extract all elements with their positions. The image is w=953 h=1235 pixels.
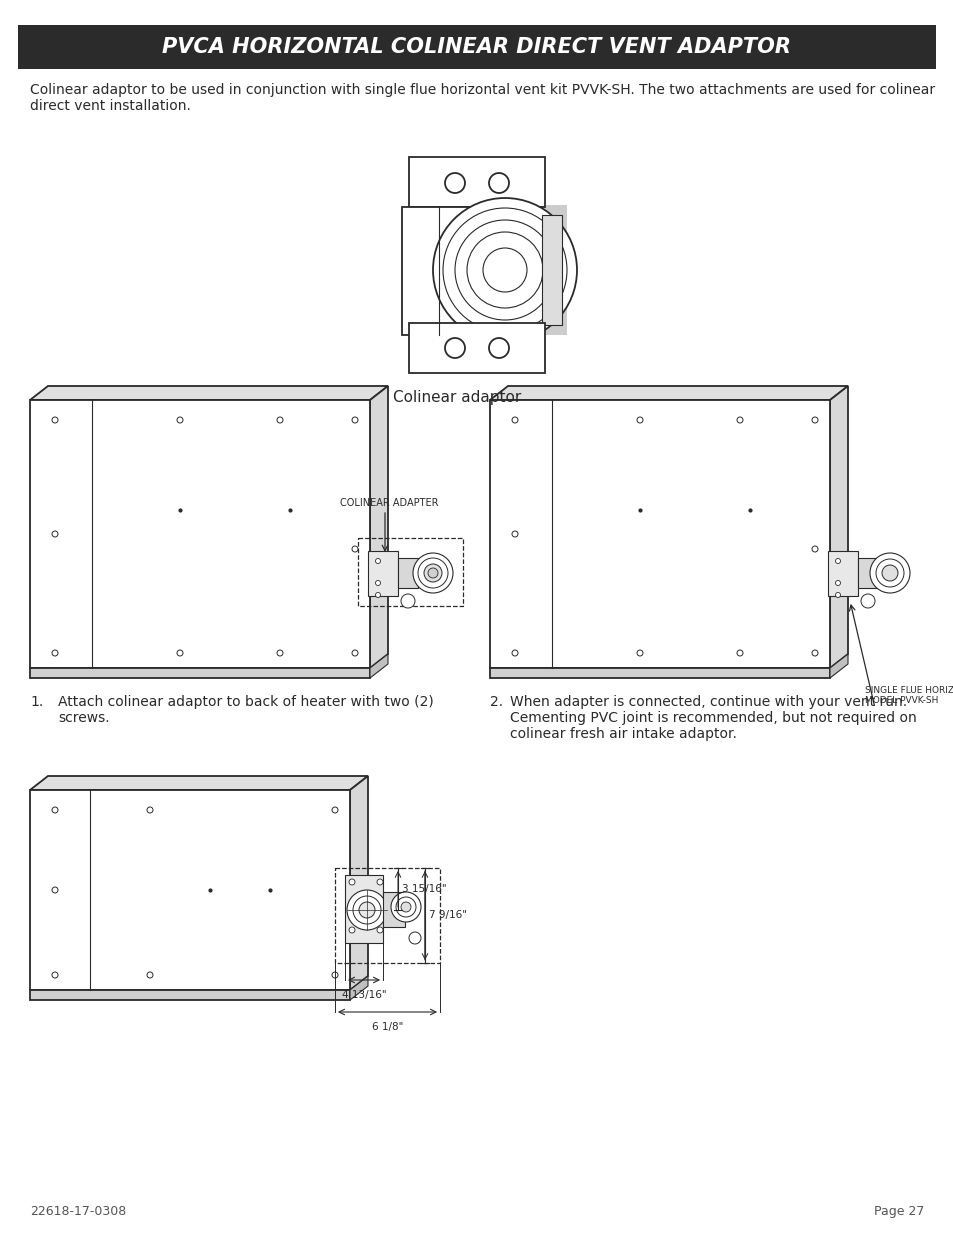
Bar (409, 324, 544, 373)
Bar (30, 668, 370, 678)
Bar (335, 868, 439, 963)
Circle shape (400, 594, 415, 608)
Text: Attach colinear adaptor to back of heater with two (2)
screws.: Attach colinear adaptor to back of heate… (58, 695, 434, 725)
Circle shape (413, 553, 453, 593)
Circle shape (811, 546, 817, 552)
Circle shape (400, 902, 411, 911)
Circle shape (512, 531, 517, 537)
Text: Colinear adaptor: Colinear adaptor (393, 390, 520, 405)
Circle shape (52, 887, 58, 893)
Polygon shape (30, 387, 388, 400)
Circle shape (52, 531, 58, 537)
Circle shape (349, 879, 355, 885)
Circle shape (637, 650, 642, 656)
Circle shape (423, 564, 441, 582)
Bar (30, 790, 350, 990)
Bar (857, 558, 877, 588)
Circle shape (391, 892, 420, 923)
Text: Colinear adaptor to be used in conjunction with single flue horizontal vent kit : Colinear adaptor to be used in conjuncti… (30, 83, 934, 114)
Text: 2.: 2. (490, 695, 502, 709)
Polygon shape (829, 387, 847, 668)
Circle shape (442, 207, 566, 332)
Text: When adapter is connected, continue with your vent run.
Cementing PVC joint is r: When adapter is connected, continue with… (510, 695, 916, 741)
Circle shape (147, 972, 152, 978)
Circle shape (835, 580, 840, 585)
Polygon shape (490, 387, 847, 400)
Text: 1.: 1. (30, 695, 43, 709)
Bar (30, 990, 350, 1000)
Text: COLINEAR ADAPTER: COLINEAR ADAPTER (339, 498, 438, 508)
Bar (827, 551, 857, 597)
Bar (416, 205, 566, 335)
Bar (368, 551, 397, 597)
Circle shape (737, 417, 742, 424)
Bar (397, 558, 417, 588)
Circle shape (332, 972, 337, 978)
Circle shape (835, 558, 840, 563)
Bar (382, 892, 405, 927)
Circle shape (375, 580, 380, 585)
Circle shape (347, 890, 387, 930)
Text: 7 9/16": 7 9/16" (429, 910, 467, 920)
Polygon shape (350, 776, 368, 990)
Bar (490, 400, 829, 668)
Text: 22618-17-0308: 22618-17-0308 (30, 1205, 126, 1218)
Circle shape (352, 650, 357, 656)
Circle shape (376, 879, 382, 885)
Circle shape (276, 650, 283, 656)
Circle shape (467, 232, 542, 308)
Polygon shape (370, 387, 388, 668)
Polygon shape (829, 655, 847, 678)
Polygon shape (350, 976, 368, 1000)
Text: 3 15/16": 3 15/16" (401, 884, 446, 894)
Circle shape (882, 564, 897, 580)
Circle shape (52, 417, 58, 424)
Bar (18, 25, 935, 69)
Circle shape (433, 198, 577, 342)
Bar (357, 538, 462, 606)
Circle shape (395, 897, 416, 918)
Circle shape (352, 417, 357, 424)
Circle shape (835, 593, 840, 598)
Bar (409, 157, 544, 207)
Bar (541, 215, 561, 325)
Bar (401, 207, 541, 335)
Circle shape (52, 972, 58, 978)
Circle shape (353, 897, 380, 924)
Circle shape (52, 806, 58, 813)
Circle shape (332, 806, 337, 813)
Circle shape (147, 806, 152, 813)
Circle shape (376, 927, 382, 932)
Circle shape (177, 650, 183, 656)
Circle shape (375, 558, 380, 563)
Circle shape (489, 338, 509, 358)
Bar (345, 876, 382, 944)
Circle shape (482, 248, 526, 291)
Text: Page 27: Page 27 (873, 1205, 923, 1218)
Text: SINGLE FLUE HORIZONTAL
MODEL PVVK-SH: SINGLE FLUE HORIZONTAL MODEL PVVK-SH (864, 685, 953, 705)
Circle shape (358, 902, 375, 918)
Circle shape (811, 650, 817, 656)
Text: 6 1/8": 6 1/8" (372, 1023, 403, 1032)
Circle shape (428, 568, 437, 578)
Circle shape (352, 546, 357, 552)
Text: PVCA HORIZONTAL COLINEAR DIRECT VENT ADAPTOR: PVCA HORIZONTAL COLINEAR DIRECT VENT ADA… (162, 37, 791, 57)
Bar (490, 668, 829, 678)
Bar (30, 400, 370, 668)
Polygon shape (370, 655, 388, 678)
Circle shape (455, 220, 555, 320)
Circle shape (349, 927, 355, 932)
Circle shape (875, 559, 903, 587)
Circle shape (861, 594, 874, 608)
Circle shape (512, 417, 517, 424)
Circle shape (637, 417, 642, 424)
Circle shape (276, 417, 283, 424)
Circle shape (409, 932, 420, 944)
Circle shape (444, 173, 464, 193)
Circle shape (52, 650, 58, 656)
Circle shape (811, 417, 817, 424)
Text: 4 13/16": 4 13/16" (341, 990, 386, 1000)
Circle shape (489, 173, 509, 193)
Circle shape (177, 417, 183, 424)
Circle shape (375, 593, 380, 598)
